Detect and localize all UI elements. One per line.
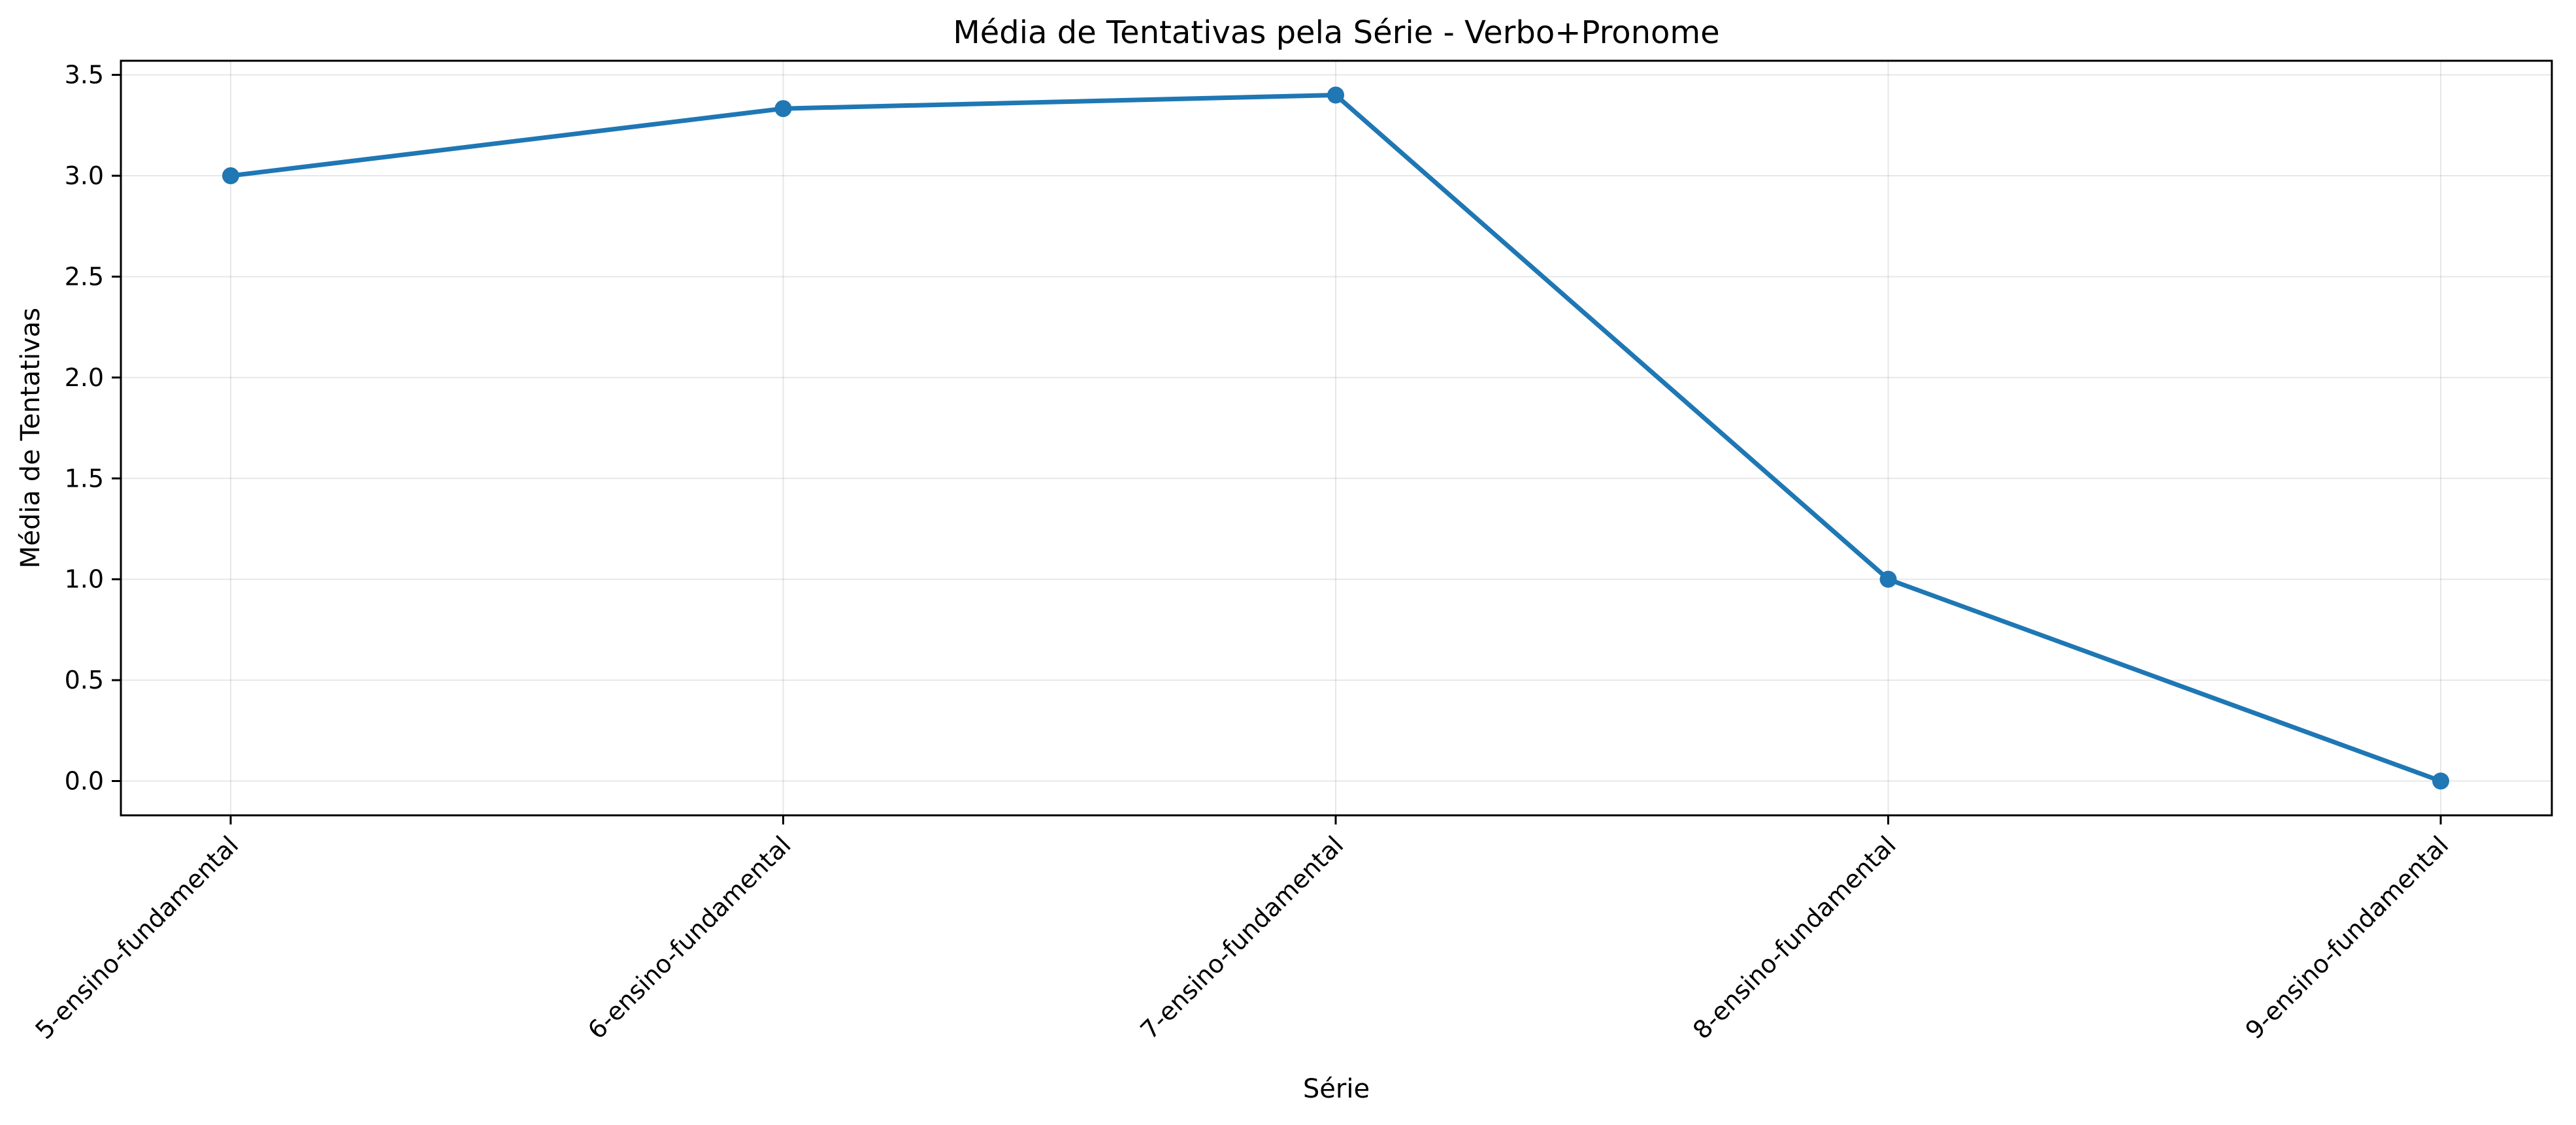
data-point: [222, 167, 239, 185]
y-axis-label: Média de Tentativas: [16, 308, 46, 568]
y-tick-label: 3.0: [65, 161, 104, 190]
y-tick-label: 3.5: [65, 61, 104, 90]
data-point: [774, 100, 792, 118]
y-tick-label: 1.0: [65, 565, 104, 594]
data-point: [1327, 86, 1344, 104]
series-layer: [222, 86, 2449, 790]
y-tick-label: 1.5: [65, 464, 104, 493]
y-tick-label: 2.0: [65, 363, 104, 392]
y-tick-label: 2.5: [65, 262, 104, 291]
data-point: [2432, 772, 2449, 790]
y-tick-label: 0.0: [65, 767, 104, 796]
data-point: [1879, 570, 1897, 588]
x-axis-label: Série: [1303, 1074, 1370, 1104]
y-tick-label: 0.5: [65, 666, 104, 694]
chart-title: Média de Tentativas pela Série - Verbo+P…: [953, 14, 1719, 51]
grid: [121, 61, 2552, 815]
